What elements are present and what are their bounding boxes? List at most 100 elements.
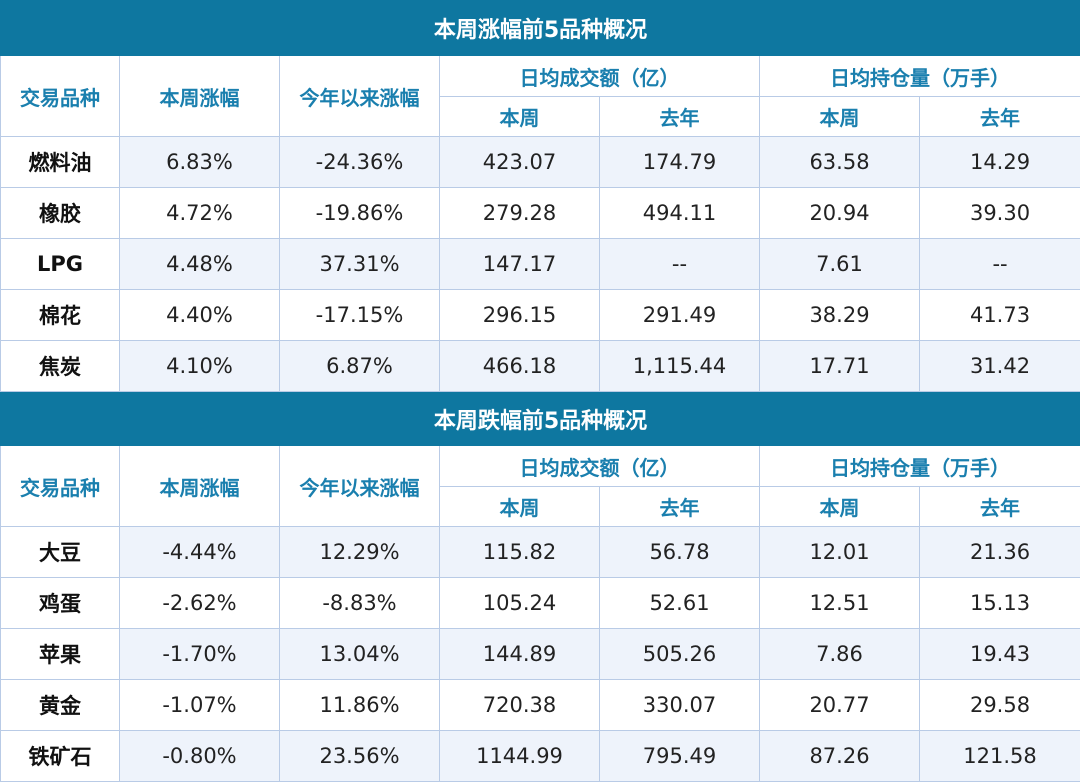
cell-week-change: 6.83% [119,136,280,188]
table-row: 大豆 -4.44% 12.29% 115.82 56.78 12.01 21.36 [0,526,1080,578]
table-row: 铁矿石 -0.80% 23.56% 1144.99 795.49 87.26 121.58 [0,730,1080,782]
cell-ytd-change: -19.86% [279,187,440,239]
cell-open-interest-this-week: 87.26 [759,730,920,782]
cell-open-interest-this-week: 20.77 [759,679,920,731]
losers-subheader-row: 本周 去年 本周 去年 [1,486,1080,527]
table-row: 橡胶 4.72% -19.86% 279.28 494.11 20.94 39.30 [0,187,1080,239]
cell-variety: 焦炭 [0,340,120,392]
cell-turnover-this-week: 147.17 [439,238,600,290]
header-avg-open-interest: 日均持仓量（万手） [758,445,1080,487]
cell-week-change: -0.80% [119,730,280,782]
cell-open-interest-this-week: 12.01 [759,526,920,578]
gainers-title-row: 本周涨幅前5品种概况 [0,0,1080,56]
cell-open-interest-last-year: -- [918,238,1080,290]
cell-turnover-last-year: 505.26 [599,628,760,680]
header-variety: 交易品种 [0,445,120,527]
cell-ytd-change: -17.15% [279,289,440,341]
cell-open-interest-this-week: 17.71 [759,340,920,392]
header-avg-turnover: 日均成交额（亿） [439,55,760,97]
cell-ytd-change: 12.29% [279,526,440,578]
table-row: 棉花 4.40% -17.15% 296.15 291.49 38.29 41.73 [0,289,1080,341]
table-row: 燃料油 6.83% -24.36% 423.07 174.79 63.58 14.29 [0,136,1080,188]
cell-turnover-last-year: 56.78 [599,526,760,578]
cell-week-change: -4.44% [119,526,280,578]
header-week-change: 本周涨幅 [119,445,280,527]
cell-ytd-change: -8.83% [279,577,440,629]
cell-variety: 苹果 [0,628,120,680]
cell-turnover-this-week: 296.15 [439,289,600,341]
cell-week-change: -1.07% [119,679,280,731]
header-oi-this-week: 本周 [759,96,920,137]
header-ytd-change: 今年以来涨幅 [279,445,440,527]
cell-week-change: -2.62% [119,577,280,629]
gainers-header-row: 交易品种 本周涨幅 今年以来涨幅 日均成交额（亿） 日均持仓量（万手） [0,55,1080,137]
cell-open-interest-last-year: 41.73 [918,289,1080,341]
table-row: 苹果 -1.70% 13.04% 144.89 505.26 7.86 19.43 [0,628,1080,680]
cell-variety: 燃料油 [0,136,120,188]
losers-section-title: 本周跌幅前5品种概况 [0,391,1080,446]
cell-open-interest-this-week: 7.86 [759,628,920,680]
losers-title-row: 本周跌幅前5品种概况 [0,391,1080,446]
cell-turnover-last-year: -- [599,238,760,290]
header-avg-open-interest: 日均持仓量（万手） [758,55,1080,97]
header-turnover-last-year: 去年 [599,96,760,137]
cell-open-interest-last-year: 39.30 [918,187,1080,239]
table-row: 黄金 -1.07% 11.86% 720.38 330.07 20.77 29.58 [0,679,1080,731]
cell-turnover-this-week: 115.82 [439,526,600,578]
cell-week-change: 4.72% [119,187,280,239]
header-oi-this-week: 本周 [759,486,920,527]
cell-ytd-change: -24.36% [279,136,440,188]
cell-turnover-this-week: 1144.99 [439,730,600,782]
cell-turnover-this-week: 466.18 [439,340,600,392]
cell-variety: 大豆 [0,526,120,578]
header-oi-last-year: 去年 [918,486,1080,527]
header-ytd-change: 今年以来涨幅 [279,55,440,137]
cell-ytd-change: 11.86% [279,679,440,731]
cell-week-change: 4.10% [119,340,280,392]
losers-header-row: 交易品种 本周涨幅 今年以来涨幅 日均成交额（亿） 日均持仓量（万手） [0,445,1080,527]
cell-variety: 黄金 [0,679,120,731]
cell-open-interest-last-year: 15.13 [918,577,1080,629]
cell-variety: 鸡蛋 [0,577,120,629]
cell-turnover-this-week: 720.38 [439,679,600,731]
cell-ytd-change: 6.87% [279,340,440,392]
cell-turnover-last-year: 291.49 [599,289,760,341]
header-turnover-last-year: 去年 [599,486,760,527]
header-variety: 交易品种 [0,55,120,137]
cell-turnover-last-year: 1,115.44 [599,340,760,392]
cell-open-interest-last-year: 121.58 [918,730,1080,782]
cell-open-interest-last-year: 21.36 [918,526,1080,578]
cell-variety: 橡胶 [0,187,120,239]
cell-turnover-last-year: 494.11 [599,187,760,239]
cell-ytd-change: 13.04% [279,628,440,680]
cell-turnover-last-year: 52.61 [599,577,760,629]
cell-open-interest-last-year: 31.42 [918,340,1080,392]
table-row: LPG 4.48% 37.31% 147.17 -- 7.61 -- [0,238,1080,290]
gainers-subheader-row: 本周 去年 本周 去年 [1,96,1080,137]
cell-week-change: 4.40% [119,289,280,341]
cell-ytd-change: 37.31% [279,238,440,290]
gainers-section-title: 本周涨幅前5品种概况 [0,0,1080,56]
header-avg-turnover: 日均成交额（亿） [439,445,760,487]
cell-turnover-this-week: 279.28 [439,187,600,239]
cell-variety: 棉花 [0,289,120,341]
table-row: 鸡蛋 -2.62% -8.83% 105.24 52.61 12.51 15.13 [0,577,1080,629]
cell-week-change: 4.48% [119,238,280,290]
cell-turnover-last-year: 330.07 [599,679,760,731]
cell-turnover-last-year: 795.49 [599,730,760,782]
header-turnover-this-week: 本周 [439,486,600,527]
cell-open-interest-last-year: 19.43 [918,628,1080,680]
cell-variety: 铁矿石 [0,730,120,782]
cell-turnover-this-week: 423.07 [439,136,600,188]
cell-open-interest-this-week: 12.51 [759,577,920,629]
header-week-change: 本周涨幅 [119,55,280,137]
cell-open-interest-this-week: 20.94 [759,187,920,239]
cell-open-interest-this-week: 7.61 [759,238,920,290]
cell-week-change: -1.70% [119,628,280,680]
cell-turnover-this-week: 105.24 [439,577,600,629]
cell-turnover-last-year: 174.79 [599,136,760,188]
cell-open-interest-this-week: 38.29 [759,289,920,341]
cell-open-interest-last-year: 29.58 [918,679,1080,731]
cell-open-interest-this-week: 63.58 [759,136,920,188]
